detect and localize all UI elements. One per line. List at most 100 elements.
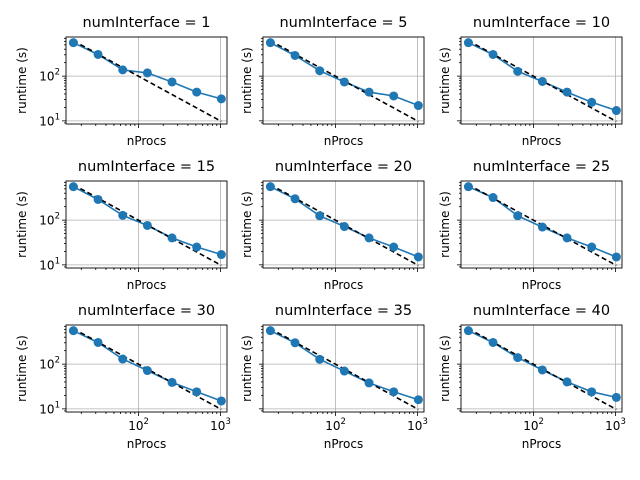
data-point (118, 354, 128, 364)
subplot-title: numInterface = 40 (473, 303, 610, 319)
data-point (265, 38, 275, 48)
data-point (68, 182, 78, 192)
data-point (118, 65, 128, 75)
x-tick-label: 102 (128, 417, 149, 433)
data-point (587, 97, 597, 107)
data-point (389, 91, 399, 101)
data-point (216, 396, 226, 406)
plot-area (66, 181, 227, 268)
data-point (290, 50, 300, 60)
data-point (192, 387, 202, 397)
data-point (611, 106, 621, 116)
y-axis-label: runtime (s) (15, 335, 29, 402)
data-point (339, 366, 349, 376)
x-tick-label: 103 (210, 417, 231, 433)
data-point (389, 387, 399, 397)
data-point (192, 242, 202, 252)
plot-area (461, 37, 622, 124)
data-point (587, 242, 597, 252)
x-tick-label: 102 (325, 417, 346, 433)
y-axis-label: runtime (s) (438, 47, 452, 114)
data-point (167, 233, 177, 243)
subplot-8: 102 103 numInterface = 35 nProcs runtime (s) (240, 303, 428, 451)
data-point (167, 77, 177, 87)
plot-area (461, 181, 622, 268)
data-point (118, 210, 128, 220)
data-point (488, 49, 498, 59)
x-axis-label: nProcs (127, 437, 167, 451)
data-point (562, 377, 572, 387)
subplot-1: 101 102 numInterface = 1 nProcs runtime (s) (15, 15, 228, 148)
data-point (167, 377, 177, 387)
data-point (513, 353, 523, 363)
data-point (513, 66, 523, 76)
data-point (463, 326, 473, 336)
data-point (364, 233, 374, 243)
data-point (315, 354, 325, 364)
x-axis-label: nProcs (127, 278, 167, 292)
data-point (364, 378, 374, 388)
x-tick-label: 103 (605, 417, 626, 433)
data-point (290, 194, 300, 204)
subplot-6: numInterface = 25 nProcs runtime (s) (438, 159, 623, 292)
data-point (413, 252, 423, 262)
y-axis-label: runtime (s) (438, 191, 452, 258)
data-point (142, 68, 152, 78)
subplot-7: 101 102 102 103 numInterface = 30 nProcs runti… (15, 303, 231, 451)
data-point (562, 87, 572, 97)
subplot-title: numInterface = 10 (473, 15, 610, 31)
data-point (537, 365, 547, 375)
data-point (339, 77, 349, 87)
data-point (587, 387, 597, 397)
plot-area (263, 181, 424, 268)
data-point (142, 220, 152, 230)
x-axis-label: nProcs (127, 134, 167, 148)
y-tick-label: 101 (39, 400, 60, 416)
y-tick-label: 101 (39, 112, 60, 128)
y-axis-label: runtime (s) (15, 191, 29, 258)
subplot-title: numInterface = 30 (78, 303, 215, 319)
subplot-title: numInterface = 35 (275, 303, 412, 319)
data-point (562, 233, 572, 243)
data-point (463, 182, 473, 192)
data-point (389, 242, 399, 252)
x-tick-label: 102 (523, 417, 544, 433)
data-point (315, 211, 325, 221)
subplot-title: numInterface = 25 (473, 159, 610, 175)
x-axis-label: nProcs (522, 278, 562, 292)
subplot-3: numInterface = 10 nProcs runtime (s) (438, 15, 623, 148)
data-point (290, 338, 300, 348)
data-point (339, 222, 349, 232)
data-point (68, 38, 78, 48)
x-axis-label: nProcs (324, 134, 364, 148)
data-point (265, 326, 275, 336)
data-point (537, 222, 547, 232)
data-point (93, 337, 103, 347)
data-point (611, 392, 621, 402)
x-axis-label: nProcs (324, 437, 364, 451)
data-point (463, 38, 473, 48)
data-point (93, 49, 103, 59)
subplot-2: numInterface = 5 nProcs runtime (s) (240, 15, 425, 148)
data-point (488, 337, 498, 347)
y-axis-label: runtime (s) (240, 335, 254, 402)
data-point (413, 101, 423, 111)
subplot-title: numInterface = 5 (279, 15, 407, 31)
subplot-4: 101 102 numInterface = 15 nProcs runtime (s) (15, 159, 228, 292)
data-point (413, 395, 423, 405)
plot-area (66, 325, 227, 412)
data-point (93, 194, 103, 204)
y-tick-label: 102 (39, 68, 60, 84)
plot-area (461, 325, 622, 412)
y-axis-label: runtime (s) (240, 191, 254, 258)
y-axis-label: runtime (s) (438, 335, 452, 402)
y-tick-label: 102 (39, 356, 60, 372)
plot-area (66, 37, 227, 124)
y-tick-label: 101 (39, 256, 60, 272)
data-point (68, 326, 78, 336)
plot-area (263, 325, 424, 412)
y-tick-label: 102 (39, 212, 60, 228)
data-point (537, 76, 547, 86)
data-point (513, 211, 523, 221)
